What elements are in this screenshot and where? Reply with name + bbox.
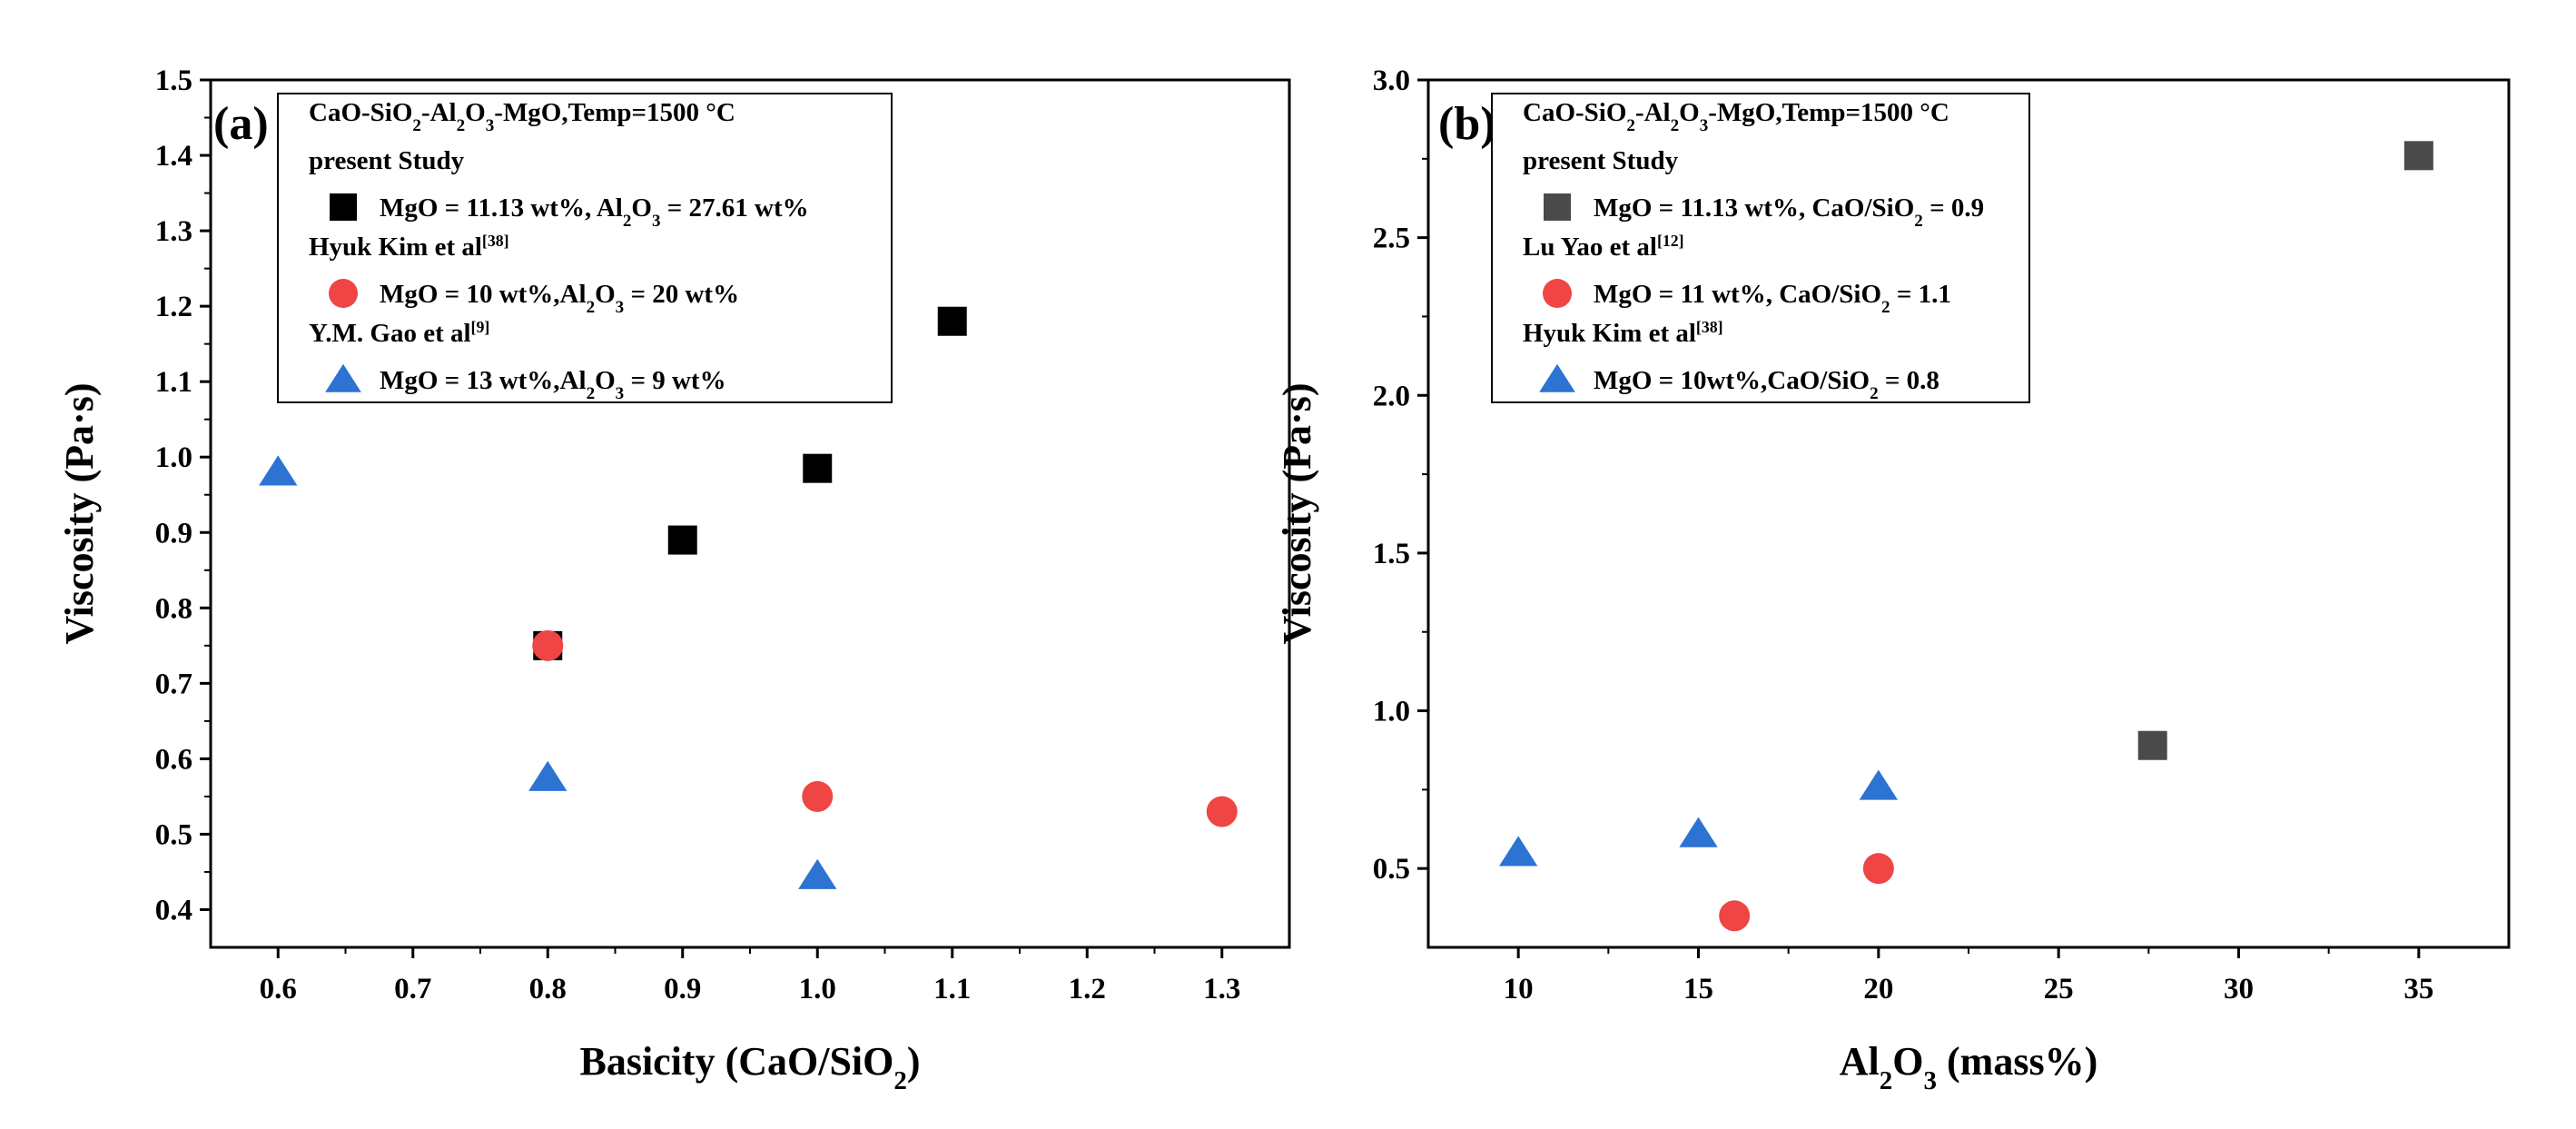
panel-label-b: (b)	[1438, 98, 1496, 150]
data-point-b-square	[2403, 141, 2433, 171]
y-tick-label-a: 1.5	[155, 64, 192, 97]
y-tick-label-a: 0.8	[155, 592, 192, 625]
data-point-a-triangle	[528, 760, 568, 791]
data-point-b-square	[2137, 730, 2167, 760]
legend-b: CaO-SiO2​-Al2​O3​-MgO,Temp=1500 °C presen…	[1491, 93, 2030, 403]
y-tick-label-a: 1.1	[155, 366, 192, 399]
y-tick-label-a: 0.7	[155, 668, 192, 700]
y-tick-label-a: 1.2	[155, 291, 192, 323]
legend-box-b	[1491, 93, 2030, 403]
legend-entry-a: MgO = 10 wt%,Al2​O3​ = 20 wt%	[380, 280, 739, 317]
legend-group-b: Lu Yao et al[12]​	[1523, 232, 1684, 262]
x-axis-title-b: Al2​O3​ (mass%)	[1840, 1039, 2097, 1095]
legend-marker-b	[1544, 193, 1571, 221]
legend-marker-a	[325, 363, 361, 392]
x-tick-label-a: 1.3	[1203, 973, 1240, 1005]
legend-header-b: CaO-SiO2​-Al2​O3​-MgO,Temp=1500 °C	[1523, 98, 1949, 135]
panel-label-a: (a)	[213, 98, 269, 150]
data-point-a-square	[667, 525, 697, 555]
legend-a: CaO-SiO2​-Al2​O3​-MgO,Temp=1500 °C presen…	[277, 93, 893, 403]
data-point-a-square	[937, 306, 967, 336]
legend-entry-a: MgO = 13 wt%,Al2​O3​ = 9 wt%	[380, 366, 726, 403]
legend-group-a: Y.M. Gao et al[9]​	[309, 318, 489, 348]
data-point-b-triangle	[1859, 769, 1898, 800]
y-tick-label-a: 0.9	[155, 517, 192, 550]
y-axis-title-b: Viscosity (Pa·s)	[1275, 383, 1319, 645]
legend-marker-b	[1543, 279, 1572, 308]
y-tick-label-b: 3.0	[1373, 64, 1410, 97]
data-point-a-triangle	[259, 455, 298, 486]
y-tick-label-a: 1.3	[155, 215, 192, 248]
x-tick-label-b: 20	[1863, 973, 1893, 1005]
data-point-b-triangle	[1499, 836, 1538, 867]
x-tick-label-a: 0.6	[260, 973, 297, 1005]
x-tick-label-a: 1.1	[933, 973, 971, 1005]
y-tick-label-b: 2.5	[1373, 223, 1410, 255]
x-tick-label-a: 0.8	[529, 973, 567, 1005]
y-tick-label-a: 1.0	[155, 441, 192, 474]
legend-marker-b	[1539, 363, 1575, 392]
x-tick-label-b: 15	[1683, 973, 1713, 1005]
y-axis-title-a: Viscosity (Pa·s)	[57, 383, 102, 645]
y-tick-label-a: 0.5	[155, 818, 192, 851]
x-tick-label-a: 1.2	[1069, 973, 1106, 1005]
data-point-b-circle	[1862, 853, 1894, 885]
x-tick-label-a: 0.7	[394, 973, 431, 1005]
x-tick-label-a: 1.0	[799, 973, 836, 1005]
x-axis-title-a: Basicity (CaO/SiO2​)	[579, 1039, 920, 1095]
data-point-b-triangle	[1679, 817, 1718, 847]
y-tick-label-b: 2.0	[1373, 380, 1410, 412]
legend-entry-b: MgO = 10wt%,CaO/SiO2​ = 0.8	[1594, 366, 1939, 403]
legend-group-b: Hyuk Kim et al[38]​	[1523, 318, 1723, 348]
data-point-a-circle	[802, 780, 834, 812]
legend-box-a	[277, 93, 893, 403]
legend-entry-a: MgO = 11.13 wt%, Al2​O3​ = 27.61 wt%	[380, 193, 809, 231]
y-tick-label-a: 0.6	[155, 743, 192, 776]
x-tick-label-b: 30	[2224, 973, 2254, 1005]
legend-group-a: Hyuk Kim et al[38]​	[309, 232, 509, 262]
x-tick-label-b: 10	[1504, 973, 1534, 1005]
data-point-a-triangle	[798, 858, 837, 889]
x-tick-label-b: 35	[2403, 973, 2433, 1005]
y-tick-label-b: 0.5	[1373, 853, 1410, 886]
legend-marker-a	[329, 279, 358, 308]
data-point-a-square	[803, 453, 833, 483]
y-tick-label-b: 1.0	[1373, 696, 1410, 728]
data-point-b-circle	[1719, 900, 1751, 932]
legend-group-b: present Study	[1523, 146, 1679, 175]
panel-a: 0.6 0.7 0.8 0.9 1.0 1.1 1.2 1.3 0.4 0.5 0.6 0.7 0.8 0…	[57, 64, 1291, 1095]
y-tick-label-b: 1.5	[1373, 538, 1410, 570]
x-tick-label-b: 25	[2044, 973, 2074, 1005]
panel-b: 10 15 20 25 30 35 0.5 1.0 1.5 2.0 2.5 3.0 Al2​O3​ (m…	[1275, 64, 2511, 1095]
x-tick-label-a: 0.9	[664, 973, 701, 1005]
legend-header-a: CaO-SiO2​-Al2​O3​-MgO,Temp=1500 °C	[309, 98, 735, 135]
y-tick-label-a: 0.4	[155, 894, 192, 926]
legend-group-a: present Study	[309, 146, 465, 175]
data-point-a-circle	[532, 629, 564, 661]
legend-entry-b: MgO = 11 wt%, CaO/SiO2​ = 1.1	[1594, 280, 1951, 317]
legend-marker-a	[330, 193, 357, 221]
y-tick-label-a: 1.4	[155, 140, 192, 173]
data-point-a-circle	[1206, 796, 1238, 827]
legend-entry-b: MgO = 11.13 wt%, CaO/SiO2​ = 0.9	[1594, 193, 1984, 231]
